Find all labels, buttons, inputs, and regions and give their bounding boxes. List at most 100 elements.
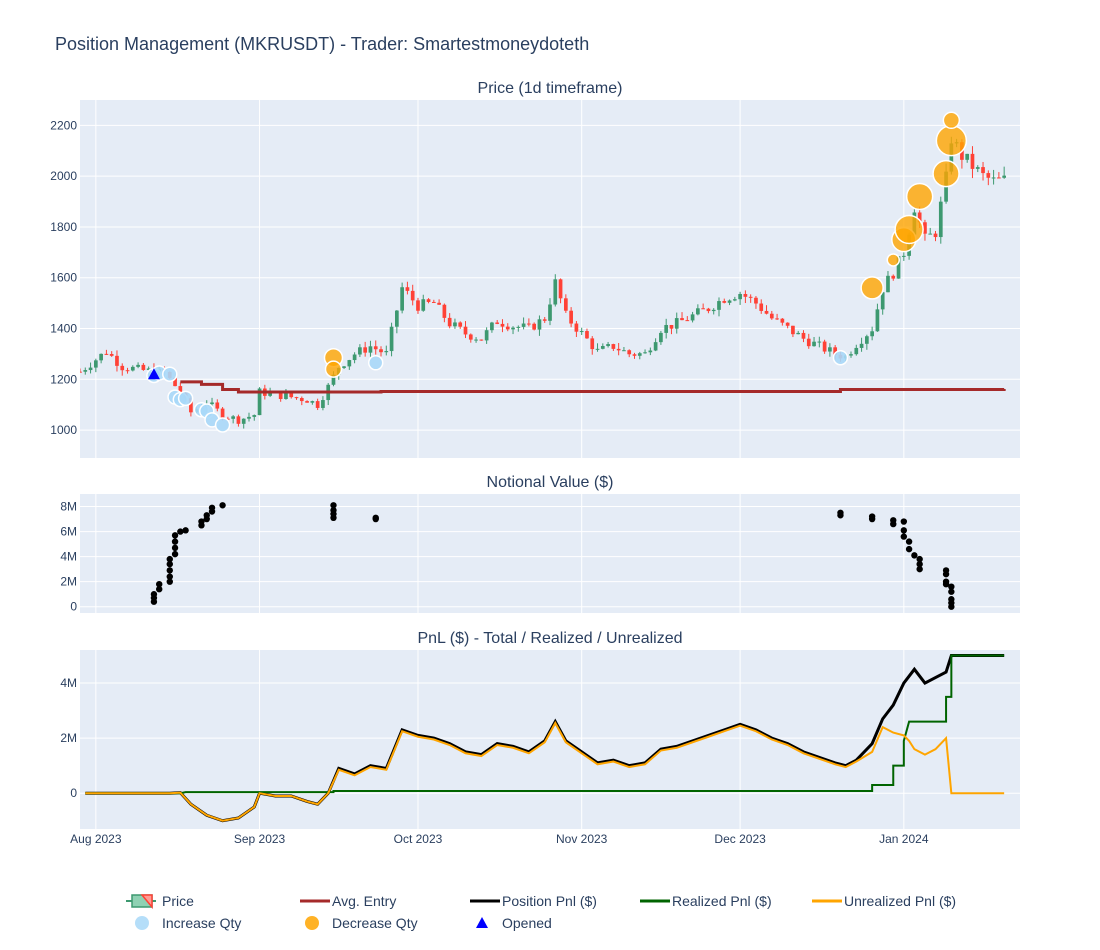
candle-body <box>342 366 346 368</box>
candle-body <box>653 342 658 351</box>
candle-body <box>806 338 811 347</box>
notional-point <box>177 528 184 535</box>
candle-body <box>400 287 404 311</box>
notional-point <box>166 573 173 580</box>
candle-body <box>558 279 563 299</box>
candle-body <box>442 304 447 318</box>
candle-body <box>115 355 119 366</box>
notional-point <box>166 578 173 585</box>
notional-point <box>156 586 163 593</box>
notional-point <box>171 532 179 539</box>
pnl-series-line <box>85 654 1005 795</box>
candle-body <box>981 167 985 174</box>
notional-point <box>150 591 158 598</box>
candle-body <box>463 326 468 335</box>
candle-body <box>870 331 874 337</box>
candle-body <box>247 416 251 419</box>
legend-item: Price <box>126 893 194 910</box>
candle-body <box>727 300 732 303</box>
candle-body <box>732 299 737 301</box>
plot-area <box>150 502 955 610</box>
notional-point <box>171 538 179 545</box>
candle-body <box>785 322 790 326</box>
notional-point <box>900 518 908 525</box>
candle-body <box>542 319 547 321</box>
pnl-series-line <box>85 720 1005 822</box>
legend-item: Avg. Entry <box>300 893 396 909</box>
candle-body <box>833 347 838 355</box>
y-tick-label: 8M <box>60 500 77 514</box>
notional-point <box>948 588 955 595</box>
notional-point <box>942 580 950 588</box>
notional-point <box>166 567 173 574</box>
candle-body <box>690 314 695 321</box>
x-tick-label: Oct 2023 <box>394 832 443 846</box>
candle-body <box>796 332 801 335</box>
candle-body <box>722 301 727 303</box>
x-tick-label: Sep 2023 <box>234 832 286 846</box>
y-tick-label: 1600 <box>50 271 77 285</box>
candle-body <box>743 293 748 297</box>
candle-body <box>975 167 980 169</box>
notional-point <box>911 552 918 559</box>
chart-title: Position Management (MKRUSDT) - Trader: … <box>55 34 589 54</box>
candle-body <box>923 222 927 234</box>
y-tick-label: 2000 <box>50 169 77 183</box>
candle-body <box>537 319 542 330</box>
candle-body <box>859 343 864 348</box>
candle-body <box>358 347 362 355</box>
candle-body <box>210 402 214 405</box>
candle-body <box>896 256 901 279</box>
notional-point <box>372 515 379 523</box>
candle-body <box>305 401 309 403</box>
decrease-qty-marker <box>886 253 901 267</box>
plot-background <box>80 650 1020 829</box>
candle-body <box>606 344 610 347</box>
y-tick-label: 2M <box>60 575 77 589</box>
candle-body <box>310 401 315 403</box>
candle-body <box>405 287 410 291</box>
candle-body <box>215 402 220 409</box>
candle-body <box>421 299 426 311</box>
candle-body <box>278 391 283 399</box>
candle-body <box>347 360 352 367</box>
candle-body <box>748 296 753 298</box>
x-tick-label: Nov 2023 <box>556 832 608 846</box>
candle-body <box>875 309 880 332</box>
candle-body <box>490 322 494 331</box>
candle-body <box>965 153 970 160</box>
candle-body <box>817 341 822 343</box>
legend-label: Realized Pnl ($) <box>672 893 772 909</box>
candle-body <box>431 301 436 303</box>
candle-body <box>136 364 140 367</box>
candle-body <box>220 408 225 419</box>
increase-qty-marker <box>832 349 849 366</box>
candle-body <box>141 364 146 370</box>
candle-body <box>986 173 991 178</box>
candle-body <box>453 322 457 327</box>
notional-point <box>219 502 226 509</box>
candle-body <box>331 374 336 385</box>
plot-background <box>80 494 1020 613</box>
candle-body <box>226 418 230 420</box>
candle-body <box>659 332 663 343</box>
candle-body <box>622 350 626 352</box>
candle-body <box>368 346 373 353</box>
candle-body <box>933 233 938 238</box>
candle-body <box>669 324 674 329</box>
candle-body <box>500 323 505 327</box>
candle-body <box>389 326 394 352</box>
candle-body <box>680 318 684 321</box>
candle-body <box>880 292 885 310</box>
candle-body <box>241 418 246 424</box>
legend-item: Decrease Qty <box>305 915 418 931</box>
candle-body <box>997 177 1001 179</box>
notional-point <box>890 520 897 528</box>
decrease-qty-marker <box>942 111 961 130</box>
candle-body <box>991 177 996 179</box>
candle-body <box>511 327 515 330</box>
candle-body <box>437 302 441 305</box>
candle-body <box>379 349 383 353</box>
candle-body <box>130 366 135 371</box>
